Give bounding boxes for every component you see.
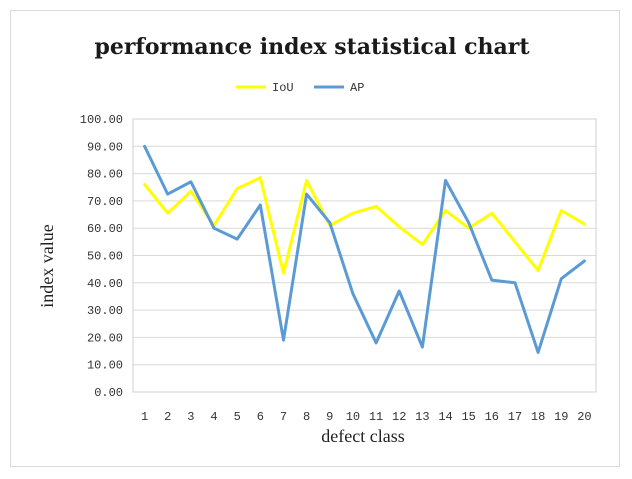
x-tick-label: 13 [415,410,429,424]
x-axis-ticks: 1 2 3 4 5 6 7 8 9 10 11 12 13 14 15 16 17 18 19 20 [141,410,592,424]
x-tick-label: 8 [303,410,310,424]
y-tick-label: 70.00 [87,195,123,209]
x-tick-label: 11 [369,410,383,424]
series-layer [143,144,586,354]
legend: IoU AP [236,81,364,95]
x-tick-label: 7 [280,410,287,424]
x-tick-label: 15 [461,410,475,424]
y-tick-label: 60.00 [87,222,123,236]
x-tick-label: 12 [392,410,406,424]
chart-title: performance index statistical chart [94,34,530,60]
x-axis-label: defect class [321,426,404,446]
x-tick-label: 3 [187,410,194,424]
y-tick-label: 40.00 [87,277,123,291]
x-tick-label: 18 [531,410,545,424]
y-axis-ticks: 0.00 10.00 20.00 30.00 40.00 50.00 60.00 70.00 8… [80,113,123,400]
line-chart: performance index statistical chart IoU A… [37,34,597,446]
x-tick-label: 14 [438,410,452,424]
chart-frame: performance index statistical chart IoU A… [10,10,620,467]
y-tick-label: 50.00 [87,250,123,264]
x-tick-label: 20 [577,410,591,424]
plot-area-border [132,118,597,393]
y-tick-label: 30.00 [87,304,123,318]
y-tick-label: 20.00 [87,331,123,345]
x-tick-label: 16 [485,410,499,424]
y-tick-label: 10.00 [87,359,123,373]
y-tick-label: 90.00 [87,140,123,154]
x-tick-label: 19 [554,410,568,424]
y-tick-label: 80.00 [87,168,123,182]
y-axis-label: index value [37,224,57,307]
x-tick-label: 6 [257,410,264,424]
x-tick-label: 1 [141,410,148,424]
x-tick-label: 5 [234,410,241,424]
x-tick-label: 4 [210,410,217,424]
legend-label-iou: IoU [272,81,294,95]
x-tick-label: 9 [326,410,333,424]
series-line-ap [143,144,586,354]
y-tick-label: 0.00 [94,386,123,400]
series-line-iou [143,176,586,275]
x-tick-label: 17 [508,410,522,424]
x-tick-label: 10 [346,410,360,424]
legend-label-ap: AP [350,81,364,95]
x-tick-label: 2 [164,410,171,424]
y-tick-label: 100.00 [80,113,123,127]
